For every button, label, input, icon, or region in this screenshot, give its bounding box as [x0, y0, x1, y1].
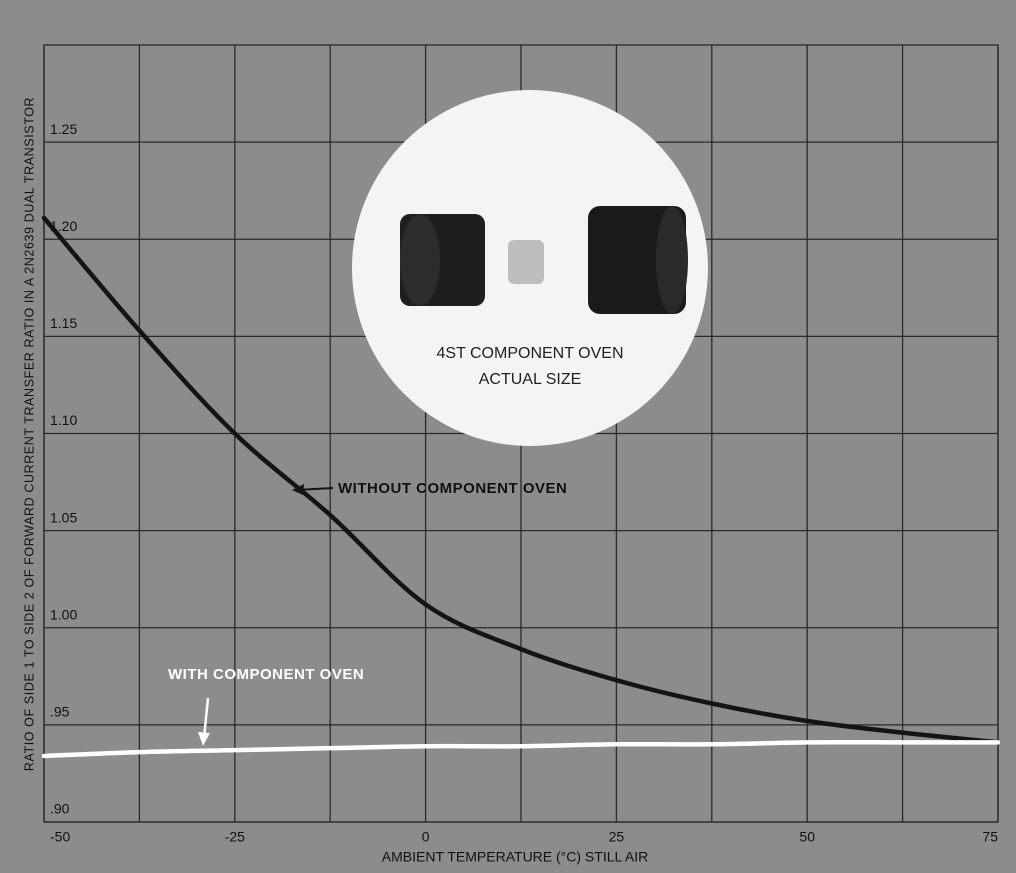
data-line — [41, 215, 1001, 745]
x-axis-title: AMBIENT TEMPERATURE (°C) STILL AIR — [382, 849, 648, 865]
annotation: WITHOUT COMPONENT OVEN — [338, 480, 567, 497]
product-photo: 4ST COMPONENT OVEN ACTUAL SIZE — [352, 90, 708, 446]
annotation-arrows — [198, 484, 334, 746]
y-tick-label: 1.10 — [50, 412, 77, 428]
photo-caption: ACTUAL SIZE — [479, 371, 582, 388]
y-tick-label: 1.20 — [50, 218, 77, 234]
x-tick-label: 25 — [609, 829, 625, 845]
transistor — [508, 240, 544, 284]
arrow — [202, 697, 210, 739]
x-tick-label: 50 — [799, 829, 815, 845]
y-tick-label: 1.05 — [50, 509, 77, 525]
x-tick-label: -50 — [50, 829, 70, 845]
y-tick-label: 1.25 — [50, 121, 77, 137]
oven-cap-face — [656, 206, 688, 314]
y-tick-label: 1.15 — [50, 315, 77, 331]
oven-base-face — [400, 214, 440, 306]
lines — [41, 215, 1001, 759]
annotation: WITH COMPONENT OVEN — [168, 666, 364, 683]
arrowhead — [198, 732, 210, 746]
data-line — [41, 739, 1001, 759]
y-axis-title: RATIO OF SIDE 1 TO SIDE 2 OF FORWARD CUR… — [22, 97, 36, 771]
y-tick-label: .95 — [50, 704, 70, 720]
arrowhead — [292, 484, 304, 495]
x-tick-label: 75 — [982, 829, 998, 845]
x-tick-label: 0 — [422, 829, 430, 845]
y-tick-label: 1.00 — [50, 606, 77, 622]
y-tick-label: .90 — [50, 801, 70, 817]
x-tick-label: -25 — [225, 829, 245, 845]
photo-caption: 4ST COMPONENT OVEN — [437, 345, 624, 362]
